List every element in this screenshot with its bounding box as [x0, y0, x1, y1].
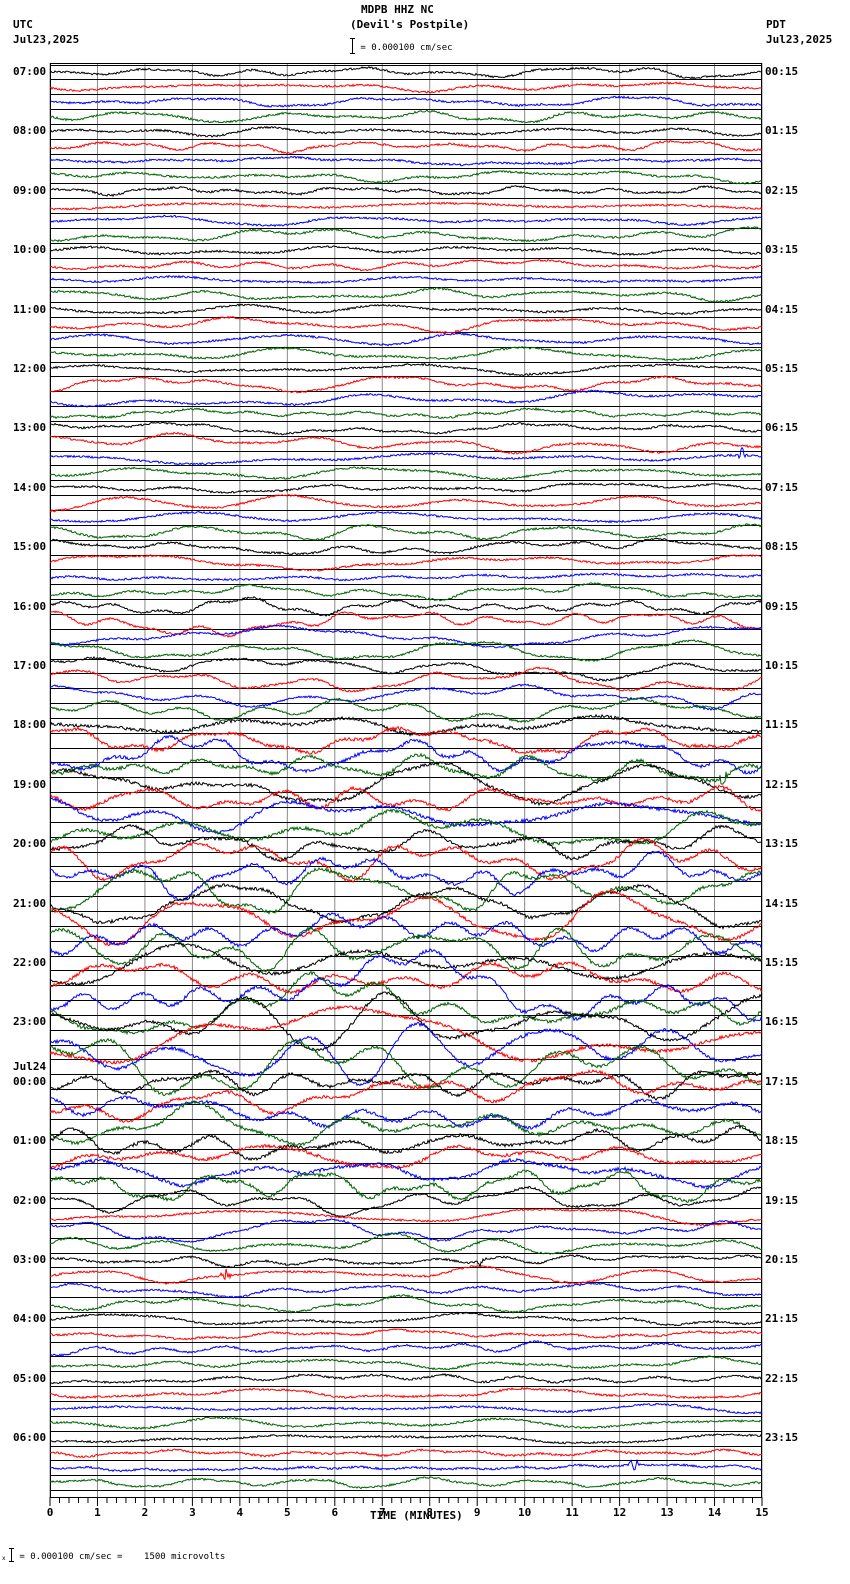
utc-hour-label: 19:00	[13, 777, 47, 791]
scale-legend: = 0.000100 cm/sec	[350, 38, 453, 54]
pdt-time-label: 08:15	[765, 540, 799, 554]
x-tick-label: 14	[708, 1506, 722, 1519]
x-tick-label: 2	[142, 1506, 149, 1519]
date-change-label: Jul24	[13, 1059, 47, 1073]
x-tick-label: 8	[426, 1506, 433, 1519]
svg-text:x: x	[2, 1555, 6, 1562]
x-tick-label: 7	[379, 1506, 386, 1519]
x-tick-label: 5	[284, 1506, 291, 1519]
utc-hour-label: 17:00	[13, 659, 47, 672]
pdt-time-label: 03:15	[765, 243, 799, 257]
left-timezone: UTC	[13, 18, 33, 31]
utc-hour-label: 23:00	[13, 1015, 47, 1029]
utc-hour-label: 04:00	[13, 1312, 47, 1326]
pdt-time-label: 16:15	[765, 1015, 799, 1029]
utc-hour-label: 01:00	[13, 1134, 47, 1148]
right-timezone: PDT	[766, 18, 786, 31]
utc-hour-label: 18:00	[13, 718, 47, 732]
x-tick-label: 9	[474, 1506, 481, 1519]
pdt-time-label: 04:15	[765, 302, 799, 316]
pdt-time-label: 23:15	[765, 1431, 799, 1445]
utc-hour-label: 14:00	[13, 480, 47, 494]
utc-hour-label: 22:00	[13, 956, 47, 969]
scale-legend-text: = 0.000100 cm/sec	[360, 43, 453, 53]
left-date: Jul23,2025	[13, 33, 80, 46]
scale-bar-icon	[350, 38, 355, 54]
x-tick-label: 10	[518, 1506, 531, 1519]
right-date: Jul23,2025	[766, 33, 833, 46]
utc-hour-label: 05:00	[13, 1371, 47, 1385]
pdt-time-label: 18:15	[765, 1134, 799, 1148]
pdt-time-label: 14:15	[765, 896, 799, 910]
utc-hour-label: 02:00	[13, 1193, 47, 1207]
utc-hour-label: 03:00	[13, 1253, 47, 1266]
footer-scale-text: = 0.000100 cm/sec = 1500 microvolts	[19, 1552, 226, 1562]
pdt-time-label: 13:15	[765, 837, 799, 851]
x-axis-label: TIME (MINUTES)	[370, 1509, 463, 1522]
pdt-time-label: 06:15	[765, 421, 799, 435]
x-tick-label: 11	[566, 1506, 580, 1519]
x-tick-label: 3	[189, 1506, 196, 1519]
station-location: (Devil's Postpile)	[350, 18, 470, 31]
x-tick-label: 13	[660, 1506, 673, 1519]
utc-hour-label: 13:00	[13, 421, 47, 435]
x-tick-label: 6	[331, 1506, 338, 1519]
pdt-time-label: 21:15	[765, 1312, 799, 1326]
utc-hour-label: 20:00	[13, 837, 47, 851]
utc-hour-label: 15:00	[13, 540, 47, 554]
utc-hour-label: 21:00	[13, 896, 47, 910]
x-tick-label: 0	[47, 1506, 54, 1519]
utc-hour-label: 00:00	[13, 1074, 47, 1088]
utc-hour-label: 09:00	[13, 183, 47, 197]
pdt-time-label: 22:15	[765, 1371, 799, 1385]
utc-hour-label: 11:00	[13, 302, 47, 316]
pdt-time-label: 00:15	[765, 65, 799, 78]
pdt-time-label: 09:15	[765, 599, 799, 613]
utc-hour-label: 06:00	[13, 1431, 47, 1445]
x-tick-label: 4	[237, 1506, 244, 1519]
x-tick-label: 15	[755, 1506, 768, 1519]
pdt-time-label: 11:15	[765, 718, 799, 732]
footer-scale-note: x = 0.000100 cm/sec = 1500 microvolts	[2, 1548, 225, 1563]
station-title: MDPB HHZ NC	[361, 3, 434, 16]
utc-hour-label: 07:00	[13, 65, 47, 78]
utc-hour-label: 16:00	[13, 599, 47, 613]
pdt-time-label: 15:15	[765, 956, 799, 969]
utc-hour-label: 12:00	[13, 362, 47, 375]
pdt-time-label: 05:15	[765, 362, 799, 375]
pdt-time-label: 07:15	[765, 480, 799, 494]
pdt-time-label: 17:15	[765, 1074, 799, 1088]
scale-bar-icon: x	[2, 1548, 14, 1562]
pdt-time-label: 19:15	[765, 1193, 799, 1207]
utc-hour-label: 10:00	[13, 243, 47, 257]
x-tick-label: 12	[613, 1506, 626, 1519]
x-tick-label: 1	[94, 1506, 101, 1519]
pdt-time-label: 10:15	[765, 659, 799, 672]
pdt-time-label: 01:15	[765, 124, 799, 138]
pdt-time-label: 02:15	[765, 183, 799, 197]
pdt-time-label: 12:15	[765, 777, 799, 791]
utc-hour-label: 08:00	[13, 124, 47, 138]
pdt-time-label: 20:15	[765, 1253, 799, 1266]
